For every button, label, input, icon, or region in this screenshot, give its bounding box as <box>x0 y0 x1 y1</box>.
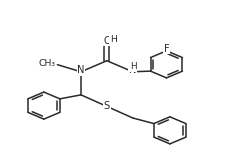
Text: S: S <box>104 101 110 111</box>
Text: CH₃: CH₃ <box>38 59 55 68</box>
Text: H: H <box>110 35 117 44</box>
Text: N: N <box>77 66 85 75</box>
Text: N: N <box>129 66 137 75</box>
Text: F: F <box>164 44 169 54</box>
Text: H: H <box>130 62 137 71</box>
Text: O: O <box>103 36 111 46</box>
